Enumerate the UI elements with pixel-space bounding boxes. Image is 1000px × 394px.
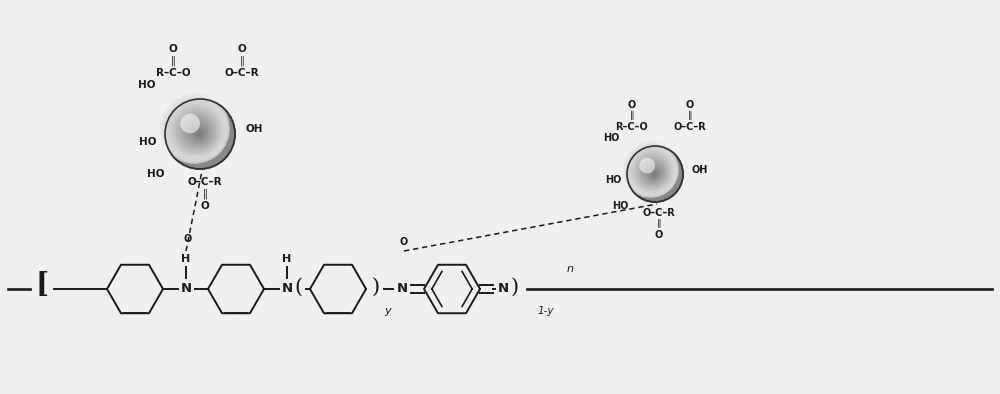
Circle shape	[165, 99, 235, 169]
Text: ‖: ‖	[657, 219, 661, 229]
Circle shape	[176, 110, 218, 152]
Circle shape	[629, 148, 674, 193]
Circle shape	[160, 94, 230, 164]
Circle shape	[162, 97, 228, 162]
Circle shape	[644, 163, 663, 182]
Text: OH: OH	[245, 124, 262, 134]
Circle shape	[165, 99, 226, 160]
Circle shape	[197, 131, 202, 136]
Text: N: N	[281, 282, 293, 296]
Text: N: N	[180, 282, 192, 296]
Circle shape	[639, 158, 655, 173]
Text: HO: HO	[613, 201, 629, 211]
Text: H: H	[181, 254, 191, 264]
Text: ): )	[511, 277, 519, 297]
Text: HO: HO	[603, 133, 619, 143]
Text: ‖: ‖	[630, 112, 634, 121]
Circle shape	[636, 155, 669, 188]
Text: O: O	[655, 230, 663, 240]
Circle shape	[195, 128, 204, 138]
Circle shape	[631, 151, 672, 191]
Circle shape	[173, 107, 220, 154]
Circle shape	[623, 142, 679, 198]
Circle shape	[642, 161, 665, 184]
Text: O: O	[169, 44, 177, 54]
Text: ‖: ‖	[171, 56, 175, 66]
Circle shape	[625, 144, 677, 196]
Text: O–C–R: O–C–R	[643, 208, 675, 218]
Text: O: O	[201, 201, 209, 211]
Text: [: [	[35, 271, 49, 297]
Circle shape	[179, 113, 216, 150]
Text: y: y	[385, 306, 391, 316]
Text: HO: HO	[605, 175, 621, 185]
Text: HO: HO	[139, 137, 157, 147]
Text: O: O	[184, 234, 192, 244]
Circle shape	[627, 146, 683, 202]
Circle shape	[181, 115, 214, 148]
Text: O: O	[686, 100, 694, 110]
Text: ‖: ‖	[688, 112, 692, 121]
Circle shape	[189, 123, 208, 142]
Text: ): )	[372, 277, 380, 297]
Circle shape	[627, 146, 676, 195]
Text: (: (	[294, 277, 302, 297]
Text: HO: HO	[138, 80, 156, 90]
Circle shape	[649, 167, 660, 179]
Text: ‖: ‖	[240, 56, 244, 66]
Text: N: N	[497, 282, 509, 296]
Circle shape	[646, 165, 661, 180]
Circle shape	[187, 121, 210, 144]
Text: OH: OH	[691, 165, 707, 175]
Text: N: N	[396, 282, 408, 296]
Circle shape	[168, 102, 224, 158]
Text: O–C–R: O–C–R	[674, 122, 706, 132]
Circle shape	[651, 170, 658, 177]
Circle shape	[634, 152, 671, 190]
Circle shape	[640, 159, 666, 185]
Circle shape	[638, 157, 668, 187]
Circle shape	[653, 172, 657, 176]
Text: n: n	[567, 264, 574, 274]
Text: H: H	[282, 254, 292, 264]
Text: R–C–O: R–C–O	[156, 68, 190, 78]
Text: O: O	[238, 44, 246, 54]
Circle shape	[192, 126, 206, 140]
Text: 1-y: 1-y	[537, 306, 554, 316]
Circle shape	[170, 104, 222, 156]
Text: ‖: ‖	[203, 189, 207, 199]
Text: R–C–O: R–C–O	[616, 122, 648, 132]
Circle shape	[184, 118, 212, 146]
Circle shape	[180, 114, 200, 133]
Text: O–C–R: O–C–R	[188, 177, 222, 187]
Text: O: O	[400, 237, 408, 247]
Text: O–C–R: O–C–R	[225, 68, 259, 78]
Text: HO: HO	[148, 169, 165, 179]
Text: O: O	[628, 100, 636, 110]
